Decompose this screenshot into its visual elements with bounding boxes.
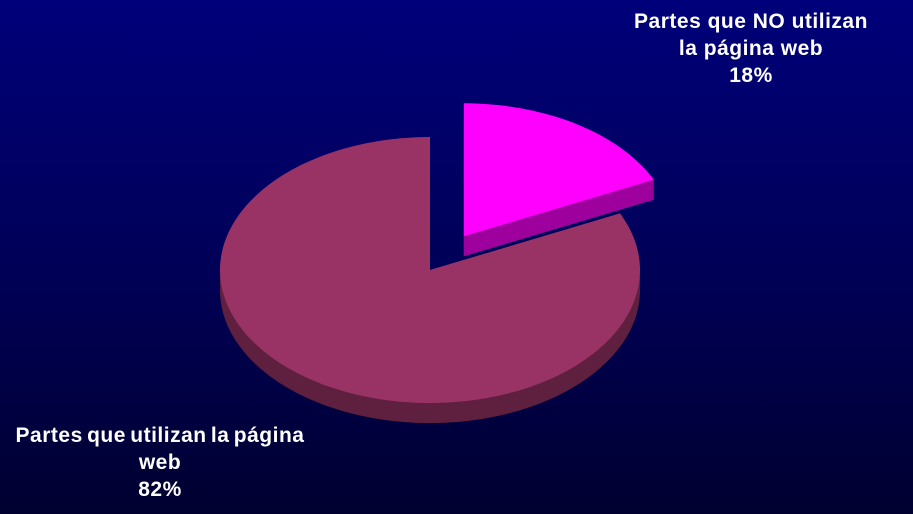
value-label: 18% bbox=[729, 64, 773, 87]
slice-label: Partes que NO utilizan la página web 18% bbox=[590, 8, 912, 89]
slice bbox=[463, 103, 654, 237]
category-label: Partes que utilizan la página web bbox=[15, 424, 305, 474]
value-label: 82% bbox=[138, 478, 182, 501]
slice bbox=[220, 137, 640, 403]
slice-edge bbox=[463, 179, 654, 257]
category-label: Partes que NO utilizan la página web bbox=[634, 10, 868, 60]
slice-label: Partes que utilizan la página web 82% bbox=[5, 422, 315, 503]
